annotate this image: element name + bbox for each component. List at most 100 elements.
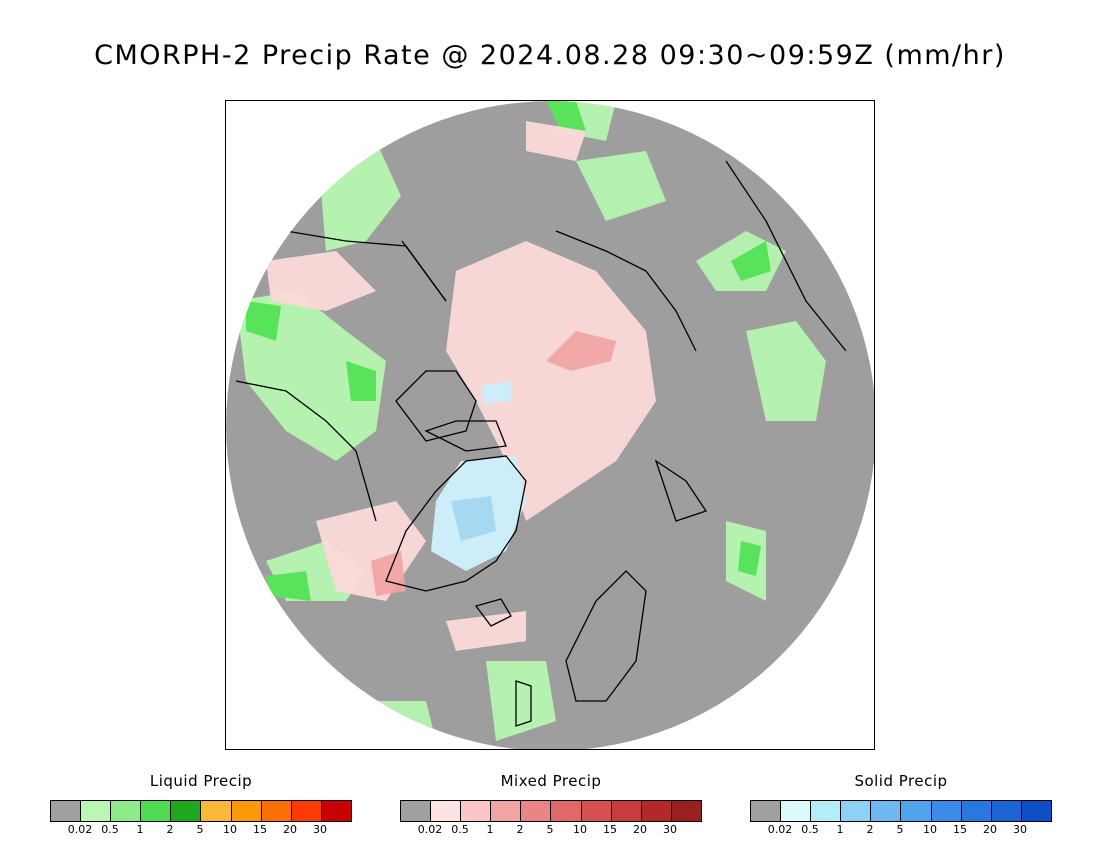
legend-title: Mixed Precip xyxy=(500,772,602,790)
tick-label: 2 xyxy=(166,823,174,836)
tick-label: 0.02 xyxy=(767,823,793,836)
tick-label: 10 xyxy=(573,823,587,836)
liquid-precip-patch xyxy=(746,321,826,421)
color-swatch xyxy=(551,801,582,821)
greenland-coast xyxy=(385,455,527,592)
tick-label: 20 xyxy=(633,823,647,836)
color-swatch xyxy=(291,801,322,821)
color-swatch xyxy=(321,801,351,821)
canada-coast xyxy=(235,380,377,522)
color-swatch xyxy=(961,801,992,821)
britain-coast xyxy=(515,680,532,727)
color-swatch xyxy=(811,801,842,821)
tick-label: 5 xyxy=(896,823,904,836)
liquid-precip-patch xyxy=(366,701,436,741)
mixed-precip-patch xyxy=(266,251,376,311)
color-swatch xyxy=(991,801,1022,821)
color-swatch xyxy=(431,801,462,821)
tick-label: 30 xyxy=(663,823,677,836)
tick-label: 0.5 xyxy=(451,823,469,836)
liquid-precip-core xyxy=(346,361,376,401)
tick-label: 2 xyxy=(866,823,874,836)
map-title: CMORPH-2 Precip Rate @ 2024.08.28 09:30~… xyxy=(94,40,1006,71)
novaya-zemlya-coast xyxy=(654,459,708,522)
mixed-precip-patch xyxy=(446,241,656,521)
legend-solid: Solid Precip 0.02 0.5 1 2 5 10 15 20 30 xyxy=(750,772,1052,842)
siberia-coast xyxy=(555,230,697,352)
tick-label: 0.02 xyxy=(67,823,93,836)
tick-label: 30 xyxy=(313,823,327,836)
liquid-precip-patch xyxy=(576,151,666,221)
solid-precip-areas xyxy=(431,381,526,571)
map-canvas xyxy=(226,101,874,749)
mixed-precip-patch xyxy=(446,611,526,651)
liquid-precip-patch xyxy=(321,141,401,251)
legend-title: Liquid Precip xyxy=(149,772,253,790)
color-swatch xyxy=(1021,801,1051,821)
arctic-islands-coast xyxy=(424,420,507,452)
tick-label: 1 xyxy=(836,823,844,836)
solid-precip-patch xyxy=(481,381,511,404)
liquid-precip-core xyxy=(266,571,311,601)
tick-label: 2 xyxy=(516,823,524,836)
tick-label: 15 xyxy=(953,823,967,836)
tick-label: 5 xyxy=(546,823,554,836)
color-bar xyxy=(400,800,702,822)
color-swatch xyxy=(171,801,202,821)
liquid-precip-core xyxy=(738,541,761,576)
color-swatch xyxy=(231,801,262,821)
color-swatch xyxy=(51,801,82,821)
color-swatch xyxy=(201,801,232,821)
tick-label: 0.02 xyxy=(417,823,443,836)
mixed-precip-areas xyxy=(266,121,656,651)
liquid-precip-core xyxy=(546,101,586,131)
tick-label: 0.5 xyxy=(801,823,819,836)
east-asia-coast xyxy=(725,160,847,352)
tick-label: 20 xyxy=(283,823,297,836)
solid-precip-core xyxy=(451,496,496,541)
tick-label: 1 xyxy=(136,823,144,836)
liquid-precip-core xyxy=(246,301,281,341)
color-swatch xyxy=(611,801,642,821)
color-bar-ticks: 0.02 0.5 1 2 5 10 15 20 30 xyxy=(400,823,702,837)
legend-mixed: Mixed Precip 0.02 0.5 1 2 5 10 15 20 30 xyxy=(400,772,702,842)
mixed-precip-core xyxy=(546,331,616,371)
color-bar xyxy=(750,800,1052,822)
tick-label: 20 xyxy=(983,823,997,836)
legend-liquid: Liquid Precip 0.02 0.5 1 2 5 10 15 20 30 xyxy=(50,772,352,842)
color-swatch xyxy=(871,801,902,821)
color-swatch xyxy=(751,801,782,821)
color-swatch xyxy=(641,801,672,821)
color-swatch xyxy=(781,801,812,821)
liquid-precip-heavier xyxy=(246,101,771,601)
tick-label: 10 xyxy=(223,823,237,836)
color-bar xyxy=(50,800,352,822)
tick-label: 1 xyxy=(486,823,494,836)
color-swatch xyxy=(491,801,522,821)
liquid-precip-patch xyxy=(486,661,556,741)
color-swatch xyxy=(901,801,932,821)
tick-label: 30 xyxy=(1013,823,1027,836)
tick-label: 5 xyxy=(196,823,204,836)
color-bar-ticks: 0.02 0.5 1 2 5 10 15 20 30 xyxy=(750,823,1052,837)
alaska-canada-border xyxy=(401,240,447,302)
color-swatch xyxy=(841,801,872,821)
tick-label: 15 xyxy=(253,823,267,836)
mixed-precip-patch xyxy=(526,121,586,161)
tick-label: 10 xyxy=(923,823,937,836)
color-bar-ticks: 0.02 0.5 1 2 5 10 15 20 30 xyxy=(50,823,352,837)
scandinavia-coast xyxy=(565,570,647,702)
liquid-precip-core xyxy=(731,241,771,281)
color-swatch xyxy=(401,801,432,821)
color-swatch xyxy=(461,801,492,821)
tick-label: 15 xyxy=(603,823,617,836)
color-swatch xyxy=(261,801,292,821)
color-swatch xyxy=(931,801,962,821)
color-swatch xyxy=(581,801,612,821)
color-swatch xyxy=(81,801,112,821)
color-swatch xyxy=(141,801,172,821)
arctic-islands-coast xyxy=(395,370,477,442)
polar-precip-map[interactable] xyxy=(225,100,875,750)
coastlines xyxy=(235,160,847,727)
tick-label: 0.5 xyxy=(101,823,119,836)
